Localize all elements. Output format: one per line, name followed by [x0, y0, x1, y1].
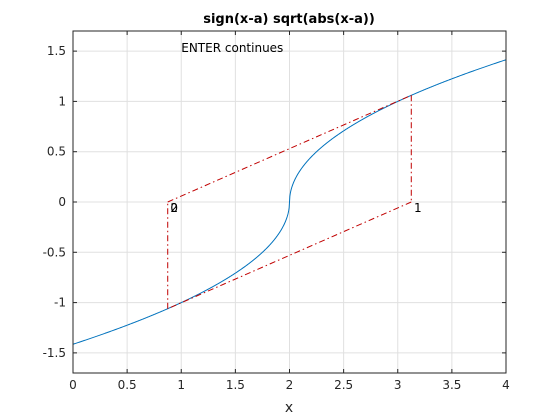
x-tick-label: 3	[394, 378, 402, 392]
iteration-segment	[167, 94, 412, 203]
y-tick-label: -1.5	[43, 346, 66, 360]
x-axis-label: x	[285, 400, 293, 416]
y-tick-label: 1	[58, 94, 66, 108]
curve-layer	[72, 59, 507, 345]
y-tick-label: -1	[54, 296, 66, 310]
annotation-text: 1	[414, 201, 422, 215]
chart-title: sign(x-a) sqrt(abs(x-a))	[203, 12, 375, 27]
annotation-text: 0	[170, 201, 178, 215]
annotation-layer: ENTER continues 02 1	[170, 41, 421, 215]
x-tick-label: 4	[502, 378, 510, 392]
x-tick-label: 2	[286, 378, 294, 392]
y-tick-label: -0.5	[43, 245, 66, 259]
x-tick-label: 1.5	[226, 378, 245, 392]
x-tick-label: 3.5	[442, 378, 461, 392]
x-tick-label: 0.5	[118, 378, 137, 392]
y-tick-label: 1.5	[47, 44, 66, 58]
y-axis-ticks: -1.5 -1 -0.5 0 0.5 1 1.5	[43, 44, 506, 360]
annotation-text: 2	[170, 201, 178, 215]
y-tick-label: 0	[58, 195, 66, 209]
grid	[72, 31, 507, 373]
x-axis-ticks: 0 0.5 1 1.5 2 2.5 3 3.5 4	[69, 31, 510, 392]
iteration-segment	[167, 201, 412, 310]
annotation-text: ENTER continues	[181, 41, 283, 55]
function-curve	[72, 59, 507, 345]
x-tick-label: 1	[177, 378, 185, 392]
x-tick-label: 0	[69, 378, 77, 392]
y-tick-label: 0.5	[47, 145, 66, 159]
iteration-path-layer	[167, 94, 412, 310]
x-tick-label: 2.5	[334, 378, 353, 392]
